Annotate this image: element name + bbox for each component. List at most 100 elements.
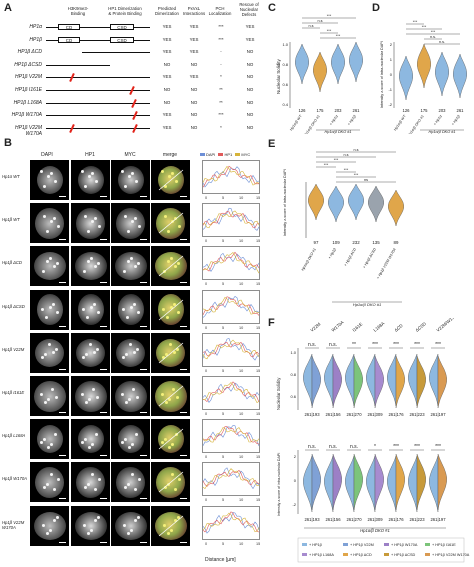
dapi-image <box>30 203 69 244</box>
n-pair-label: 261|223 <box>409 412 425 417</box>
col-merge: merge <box>162 152 178 158</box>
legend-label: + HP1β V22M W170A <box>432 553 470 557</box>
significance-label: *** <box>435 444 441 450</box>
violin-right <box>374 453 384 511</box>
header-predicted: Predicted Dimerization <box>155 6 179 16</box>
x-tick-label: 15 <box>256 369 260 373</box>
mutant-label: W170A <box>330 320 344 333</box>
y-tick-label: 0.8 <box>282 62 288 67</box>
n-pair-label: 261|223 <box>409 517 425 522</box>
x-tick-label: 10 <box>239 369 243 373</box>
significance-label: n.s. <box>439 40 445 44</box>
dapi-image <box>30 160 69 200</box>
legend-f <box>297 537 465 563</box>
scale-bar <box>59 455 66 457</box>
chart-f: V22M W170A I161E L168A ΔCD ΔCSD V22M/W170A 1.0 0… <box>276 318 470 563</box>
table-cell: YES <box>189 74 199 80</box>
n-label: 261 <box>457 108 465 113</box>
n-pair-label: 261|309 <box>367 517 383 522</box>
violin-right <box>416 355 426 409</box>
x-category-label: + Hp1β ΔCD <box>343 247 357 267</box>
x-tick-label: 5 <box>222 412 224 416</box>
legend-label: + HP1β I161E <box>432 543 456 547</box>
violin <box>368 185 384 223</box>
n-label: 97 <box>314 240 319 245</box>
chart-d: 2 1 0 -1 -2 Intensity z-score of intra-nucleo… <box>380 20 467 134</box>
col-hp1: HP1 <box>85 152 95 158</box>
table-row-label: HP1β ΔCSD <box>14 61 42 68</box>
violin-left <box>387 455 397 513</box>
microscopy-row-label: Hp1β L168A <box>2 433 26 439</box>
hp1-image <box>71 203 110 244</box>
microscopy-row-label: Hp1β ΔCD <box>2 260 22 266</box>
x-tick-label: 15 <box>256 455 260 459</box>
significance-label: *** <box>324 163 329 167</box>
violin-right <box>395 355 405 409</box>
scale-bar <box>180 412 187 413</box>
table-cell: ** <box>219 87 223 92</box>
y-tick-label: 1.0 <box>282 42 288 47</box>
x-tick-label: 15 <box>256 196 260 200</box>
x-tick-label: 0 <box>205 498 207 502</box>
panel-letter-d: D <box>372 2 380 14</box>
x-category-label: Hp1α/β DKO #1 <box>303 114 321 134</box>
merge-image <box>151 462 190 503</box>
scale-bar <box>59 196 66 197</box>
n-label: 203 <box>439 108 447 113</box>
protein-line <box>46 27 150 28</box>
x-category-label: + Hp1α <box>329 114 340 127</box>
x-tick-label: 15 <box>256 498 260 502</box>
protein-line <box>46 77 150 79</box>
violin-right <box>311 453 321 511</box>
table-cell: - <box>220 49 222 55</box>
table-cell: NO <box>246 49 254 55</box>
protein-line <box>46 115 150 117</box>
significance-label: * <box>374 444 376 450</box>
panel-letter-c: C <box>268 2 276 14</box>
microscopy-row-label: Hp1β I161E <box>2 390 25 395</box>
significance-label: n.s <box>317 19 322 23</box>
significance-label: *** <box>414 444 420 450</box>
table-cell: *** <box>218 36 224 42</box>
hp1-image <box>71 505 110 546</box>
legend-label: + HP1β <box>309 543 323 547</box>
table-cell: YES <box>245 24 255 29</box>
violin <box>435 51 449 97</box>
violin-left <box>429 353 439 407</box>
scale-bar <box>140 455 147 457</box>
violin-right <box>332 355 342 409</box>
microscopy-row-label: Hp1β ΔCSD <box>2 303 25 309</box>
x-tick-label: 5 <box>222 326 224 330</box>
y-tick-label: 2 <box>390 42 393 47</box>
violin-left <box>303 353 313 407</box>
x-tick-label: 5 <box>222 239 224 243</box>
mutant-label: V22M/W170A <box>435 318 459 333</box>
scale-bar <box>59 368 66 370</box>
col-dapi: DAPI <box>41 152 53 158</box>
legend-label: + HP1β ΔCD <box>350 553 372 557</box>
x-tick-label: 10 <box>239 455 243 459</box>
merge-image <box>151 203 190 244</box>
scale-bar <box>140 325 147 327</box>
y-axis-label: Intensity z-score of intra-nucleolar DAP… <box>283 169 287 236</box>
dapi-image <box>30 376 69 416</box>
x-tick-label: 15 <box>256 239 260 243</box>
legend-swatch <box>384 543 389 546</box>
scale-bar <box>180 196 187 197</box>
significance-label: ** <box>352 342 356 348</box>
x-category-label: Hp1α/β WT <box>289 114 303 132</box>
significance-label: *** <box>334 158 339 162</box>
x-axis-distance: Distance [µm] <box>205 557 236 563</box>
violin <box>388 189 404 227</box>
significance-label: *** <box>435 342 441 348</box>
violin-left <box>345 455 355 513</box>
panel-letter-b: B <box>4 137 12 149</box>
y-tick-label: -2 <box>388 102 392 107</box>
x-tick-label: 5 <box>222 196 224 200</box>
csd-domain-box: CSD <box>110 36 134 43</box>
violin-right <box>311 355 321 409</box>
scale-bar <box>59 282 66 284</box>
panel-letter-a: A <box>4 2 12 14</box>
violin-right <box>353 355 363 409</box>
hp1-image <box>71 376 110 416</box>
